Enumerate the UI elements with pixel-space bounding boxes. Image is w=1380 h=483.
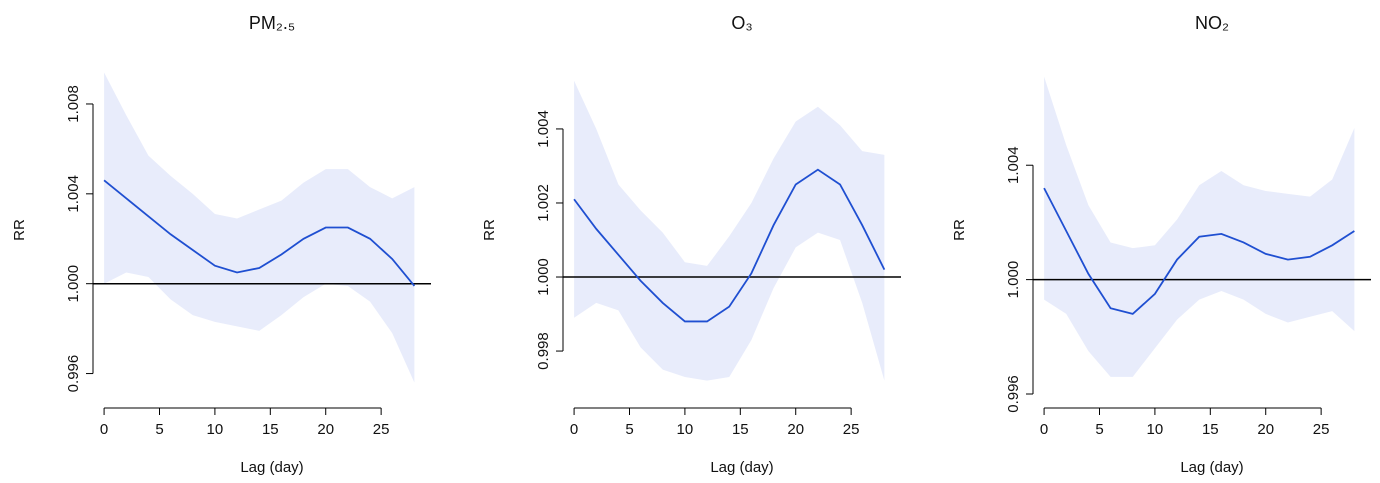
confidence-band <box>574 80 885 381</box>
x-tick-label: 25 <box>1313 421 1330 438</box>
effect-line <box>1043 187 1355 315</box>
effect-line <box>103 179 416 287</box>
x-tick-label: 5 <box>625 421 633 438</box>
effect-line <box>573 168 886 323</box>
y-axis-label: RR <box>481 219 498 241</box>
x-tick-label: 10 <box>207 421 224 438</box>
panel-title: NO₂ <box>1195 13 1229 33</box>
confidence-band <box>104 72 415 383</box>
x-tick-label: 20 <box>787 421 804 438</box>
panel-title: PM₂.₅ <box>249 13 295 33</box>
y-tick-label: 0.998 <box>535 332 552 370</box>
y-tick-label: 1.008 <box>65 85 82 123</box>
y-tick-label: 1.000 <box>1005 261 1022 299</box>
y-tick-label: 1.004 <box>535 110 552 148</box>
x-tick-label: 10 <box>677 421 694 438</box>
panel-title: O₃ <box>731 13 752 33</box>
x-tick-label: 15 <box>732 421 749 438</box>
x-tick-label: 0 <box>1040 421 1048 438</box>
x-tick-label: 0 <box>570 421 578 438</box>
x-tick-label: 20 <box>317 421 334 438</box>
y-axis-label: RR <box>11 219 28 241</box>
confidence-band <box>1044 76 1355 377</box>
x-tick-label: 15 <box>262 421 279 438</box>
x-tick-label: 20 <box>1257 421 1274 438</box>
y-tick-label: 1.000 <box>65 265 82 303</box>
y-tick-label: 0.996 <box>65 355 82 393</box>
x-tick-label: 15 <box>1202 421 1219 438</box>
x-tick-label: 5 <box>1095 421 1103 438</box>
y-tick-label: 1.004 <box>65 175 82 213</box>
y-axis-label: RR <box>951 219 968 241</box>
y-tick-label: 0.996 <box>1005 375 1022 413</box>
x-axis-label: Lag (day) <box>240 459 303 476</box>
y-tick-label: 1.004 <box>1005 146 1022 184</box>
x-tick-label: 5 <box>155 421 163 438</box>
x-tick-label: 10 <box>1147 421 1164 438</box>
x-tick-label: 0 <box>100 421 108 438</box>
y-tick-label: 1.002 <box>535 184 552 222</box>
x-axis-label: Lag (day) <box>1180 459 1243 476</box>
x-tick-label: 25 <box>843 421 860 438</box>
x-axis-label: Lag (day) <box>710 459 773 476</box>
y-tick-label: 1.000 <box>535 258 552 296</box>
x-tick-label: 25 <box>373 421 390 438</box>
